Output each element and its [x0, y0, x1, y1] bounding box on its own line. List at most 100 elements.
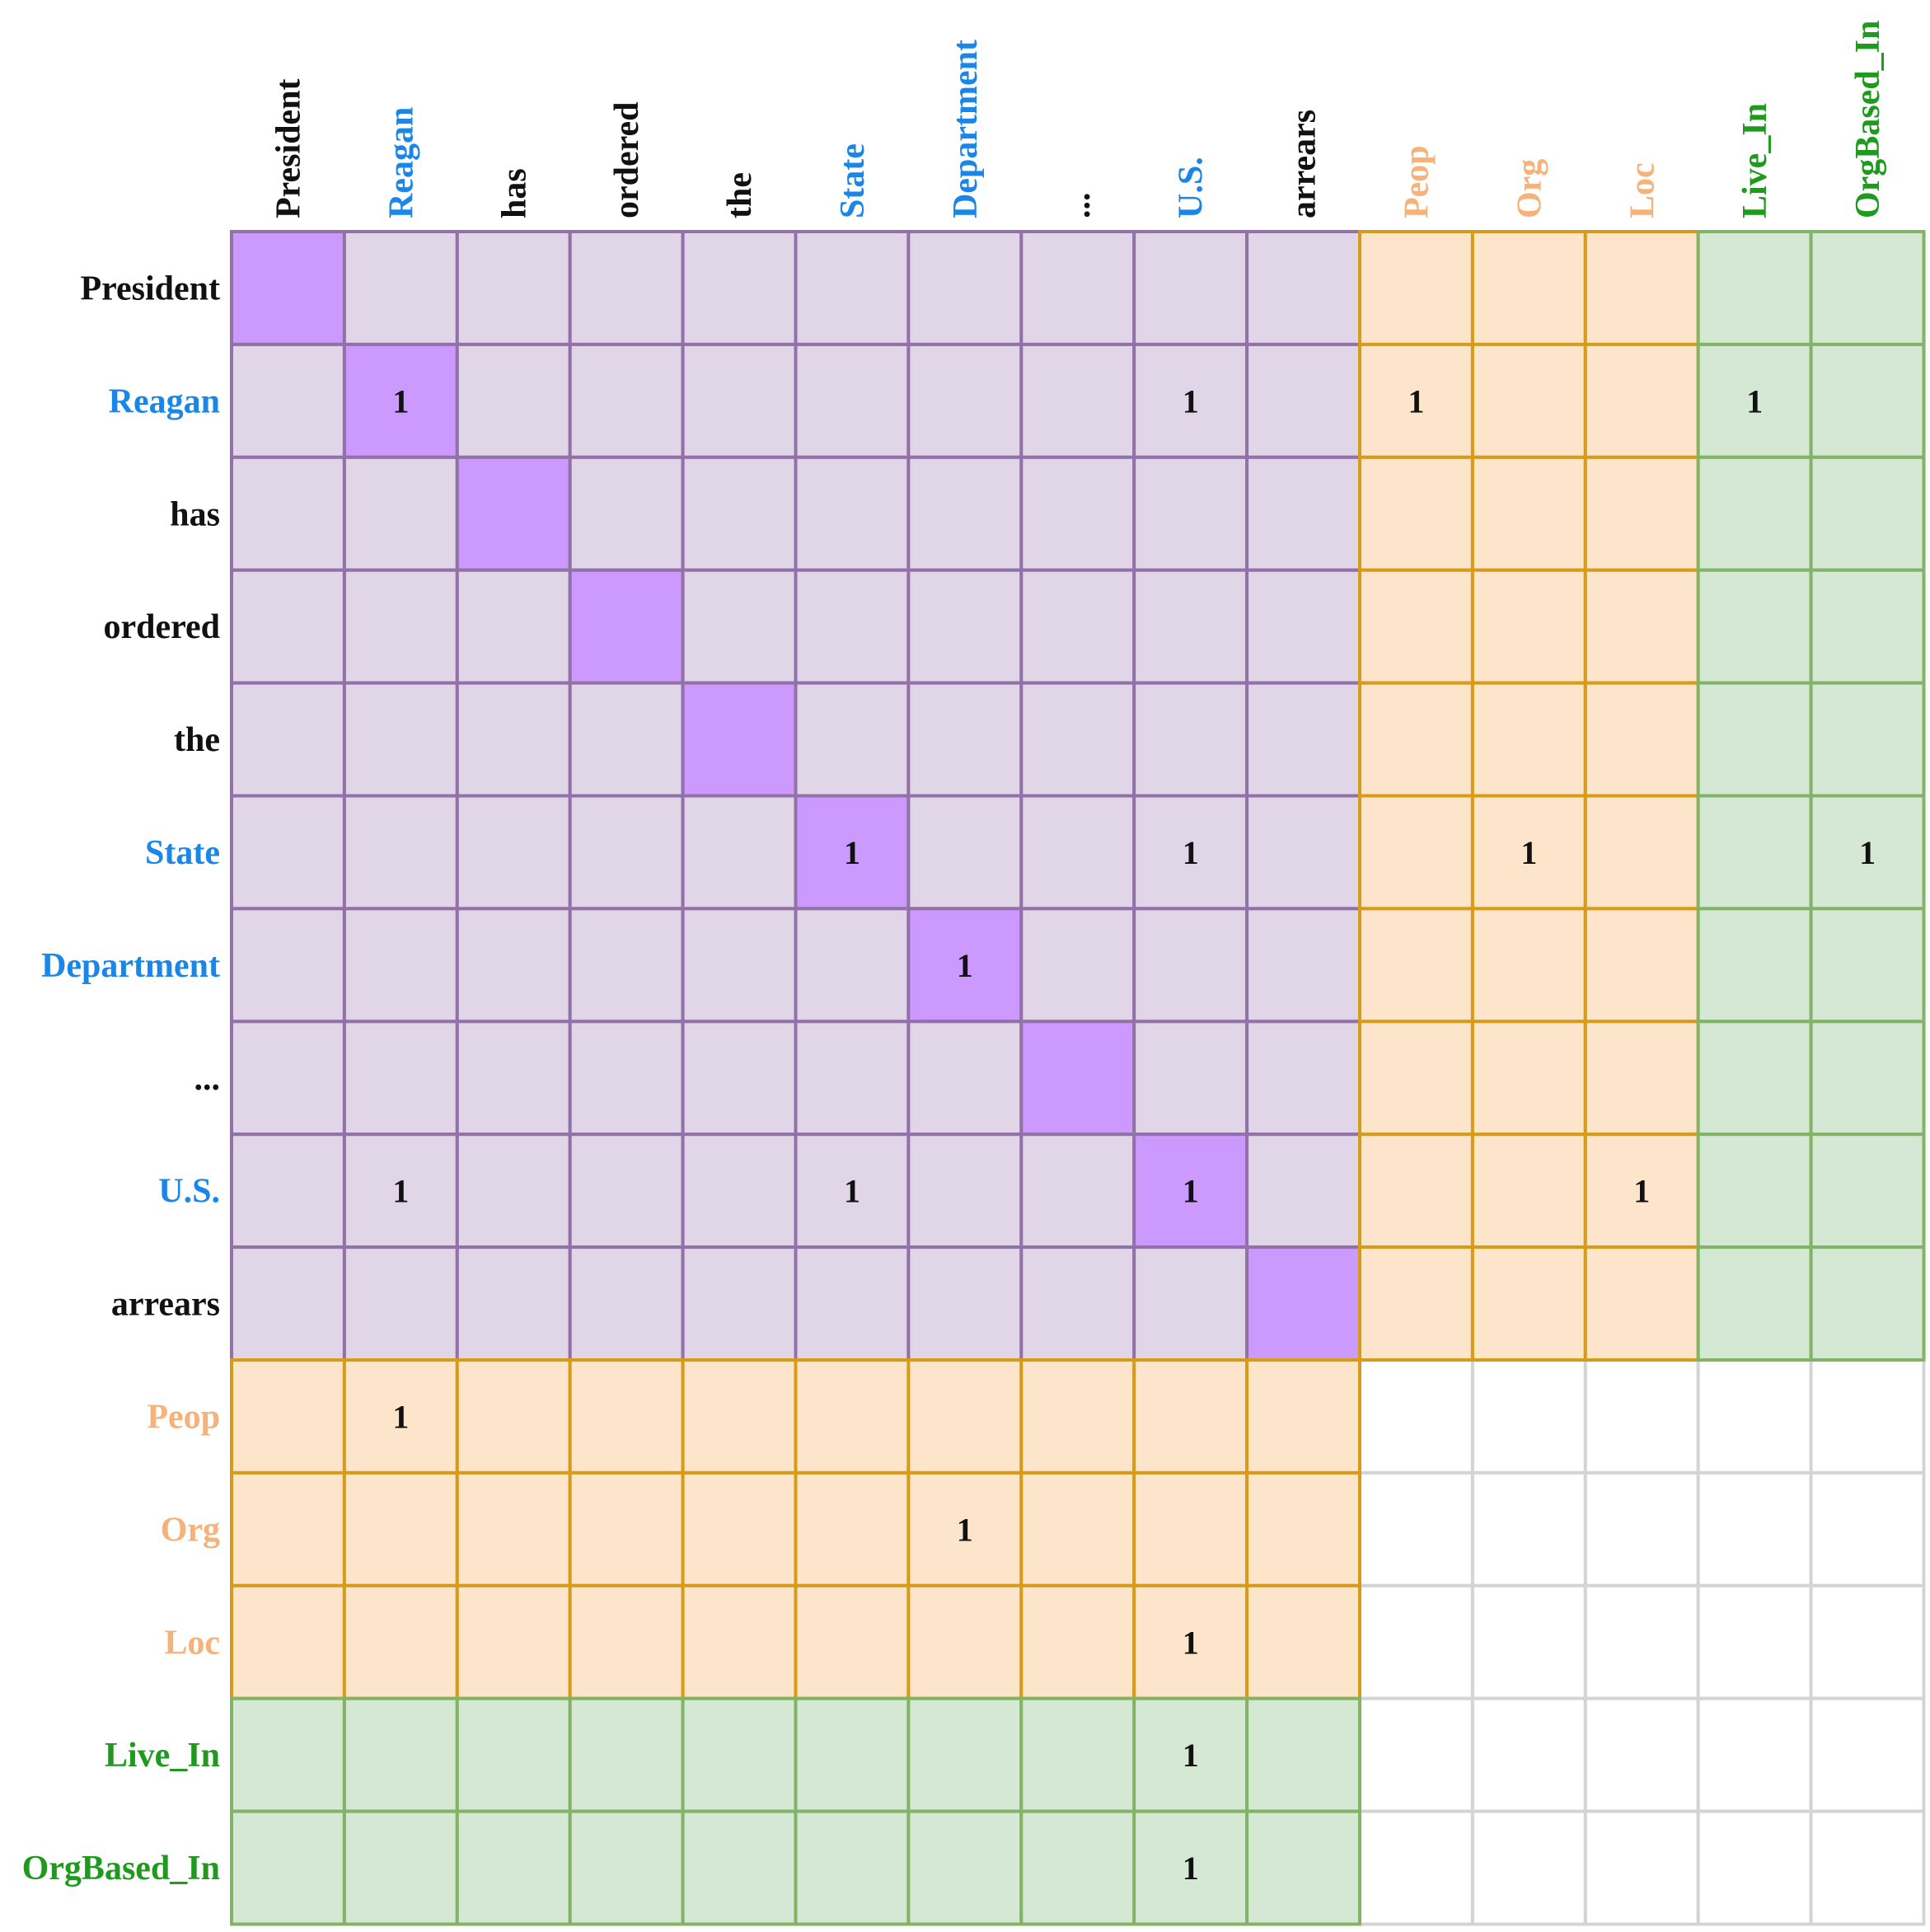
- column-label-u-s: U.S.: [1173, 157, 1211, 218]
- matrix-cell-orgbased-in-orgbased-in: [1809, 1809, 1926, 1926]
- matrix-cell-the-has: [455, 681, 572, 798]
- column-label-org: Org: [1511, 159, 1548, 218]
- matrix-cell-ordered-ordered: [568, 568, 685, 685]
- matrix-cell-arrears-org: [1470, 1245, 1587, 1362]
- matrix-cell-orgbased-in-has: [455, 1809, 572, 1926]
- column-label-peop: Peop: [1398, 145, 1436, 218]
- matrix-cell-org-state: [794, 1470, 911, 1587]
- matrix-cell-has-reagan: [342, 455, 459, 572]
- matrix-cell-live-in-u-s: [1132, 1696, 1249, 1813]
- matrix-cell-orgbased-in-org: [1470, 1809, 1587, 1926]
- matrix-cell-the-peop: [1358, 681, 1474, 798]
- matrix-cell-has-orgbased-in: [1809, 455, 1926, 572]
- matrix-cell-has-state: [794, 455, 911, 572]
- matrix-cell-peop-state: [794, 1358, 911, 1475]
- matrix-cell-state-arrears: [1245, 794, 1361, 911]
- matrix-cell-reagan-orgbased-in: [1809, 342, 1926, 459]
- matrix-cell-ellipsis-has: [455, 1020, 572, 1137]
- matrix-cell-org-org: [1470, 1470, 1587, 1587]
- matrix-cell-department-loc: [1583, 907, 1700, 1024]
- matrix-cell-president-the: [681, 230, 798, 346]
- cell-value-reagan-live-in: 1: [1746, 382, 1763, 420]
- matrix-cell-has-loc: [1583, 455, 1700, 572]
- matrix-cell-loc-ellipsis: [1019, 1583, 1136, 1700]
- matrix-cell-peop-president: [230, 1358, 346, 1475]
- matrix-cell-org-peop: [1358, 1470, 1474, 1587]
- matrix-cell-president-live-in: [1696, 230, 1813, 346]
- matrix-cell-peop-loc: [1583, 1358, 1700, 1475]
- matrix-cell-arrears-ellipsis: [1019, 1245, 1136, 1362]
- matrix-cell-ordered-arrears: [1245, 568, 1361, 685]
- matrix-cell-peop-reagan: [342, 1358, 459, 1475]
- matrix-cell-the-orgbased-in: [1809, 681, 1926, 798]
- matrix-cell-department-has: [455, 907, 572, 1024]
- matrix-cell-live-in-department: [906, 1696, 1024, 1813]
- cell-value-orgbased-in-u-s: 1: [1183, 1850, 1199, 1887]
- matrix-cell-reagan-reagan: [342, 342, 459, 459]
- matrix-cell-u-s-orgbased-in: [1809, 1132, 1926, 1250]
- matrix-cell-department-live-in: [1696, 907, 1813, 1024]
- matrix-cell-u-s-president: [230, 1132, 346, 1250]
- matrix-cell-department-org: [1470, 907, 1587, 1024]
- matrix-cell-has-ellipsis: [1019, 455, 1136, 572]
- matrix-cell-ordered-ellipsis: [1019, 568, 1136, 685]
- matrix-cell-u-s-arrears: [1245, 1132, 1361, 1250]
- matrix-cell-department-orgbased-in: [1809, 907, 1926, 1024]
- matrix-cell-orgbased-in-u-s: [1132, 1809, 1249, 1926]
- matrix-cell-arrears-loc: [1583, 1245, 1700, 1362]
- matrix-cell-president-org: [1470, 230, 1587, 346]
- matrix-cell-live-in-org: [1470, 1696, 1587, 1813]
- matrix-cell-president-loc: [1583, 230, 1700, 346]
- matrix-cell-has-u-s: [1132, 455, 1249, 572]
- matrix-cell-org-u-s: [1132, 1470, 1249, 1587]
- matrix-cell-orgbased-in-ordered: [568, 1809, 685, 1926]
- matrix-cell-the-u-s: [1132, 681, 1249, 798]
- matrix-cell-ellipsis-ellipsis: [1019, 1020, 1136, 1137]
- matrix-cell-state-the: [681, 794, 798, 911]
- matrix-cell-orgbased-in-peop: [1358, 1809, 1474, 1926]
- matrix-cell-state-has: [455, 794, 572, 911]
- matrix-cell-has-department: [906, 455, 1024, 572]
- column-label-loc: Loc: [1623, 162, 1661, 218]
- matrix-cell-department-the: [681, 907, 798, 1024]
- cell-value-u-s-loc: 1: [1633, 1173, 1650, 1210]
- matrix-cell-president-ordered: [568, 230, 685, 346]
- row-label-ordered: ordered: [103, 608, 220, 646]
- matrix-cell-department-arrears: [1245, 907, 1361, 1024]
- matrix-cell-orgbased-in-reagan: [342, 1809, 459, 1926]
- matrix-cell-reagan-the: [681, 342, 798, 459]
- matrix-cell-the-loc: [1583, 681, 1700, 798]
- matrix-cell-live-in-has: [455, 1696, 572, 1813]
- matrix-cell-arrears-ordered: [568, 1245, 685, 1362]
- row-label-state: State: [145, 834, 220, 872]
- matrix-cell-loc-reagan: [342, 1583, 459, 1700]
- column-label-orgbased-in: OrgBased_In: [1849, 21, 1887, 218]
- matrix-cell-loc-u-s: [1132, 1583, 1249, 1700]
- matrix-cell-president-peop: [1358, 230, 1474, 346]
- matrix-cell-org-live-in: [1696, 1470, 1813, 1587]
- matrix-cell-has-live-in: [1696, 455, 1813, 572]
- row-label-department: Department: [41, 947, 220, 985]
- matrix-cell-org-loc: [1583, 1470, 1700, 1587]
- matrix-cell-ordered-has: [455, 568, 572, 685]
- matrix-cell-ordered-org: [1470, 568, 1587, 685]
- matrix-cell-orgbased-in-loc: [1583, 1809, 1700, 1926]
- matrix-cell-ellipsis-peop: [1358, 1020, 1474, 1137]
- matrix-cell-u-s-reagan: [342, 1132, 459, 1250]
- matrix-cell-reagan-has: [455, 342, 572, 459]
- matrix-cell-has-org: [1470, 455, 1587, 572]
- cell-value-u-s-state: 1: [844, 1173, 860, 1210]
- matrix-cell-president-has: [455, 230, 572, 346]
- matrix-cell-ordered-reagan: [342, 568, 459, 685]
- matrix-cell-state-org: [1470, 794, 1587, 911]
- matrix-cell-state-ellipsis: [1019, 794, 1136, 911]
- matrix-cell-reagan-ellipsis: [1019, 342, 1136, 459]
- row-label-president: President: [80, 270, 220, 307]
- matrix-cell-u-s-the: [681, 1132, 798, 1250]
- cell-value-reagan-reagan: 1: [392, 382, 409, 420]
- matrix-cell-ellipsis-loc: [1583, 1020, 1700, 1137]
- column-label-ordered: ordered: [608, 101, 646, 218]
- column-label-president: President: [269, 78, 307, 218]
- matrix-cell-reagan-ordered: [568, 342, 685, 459]
